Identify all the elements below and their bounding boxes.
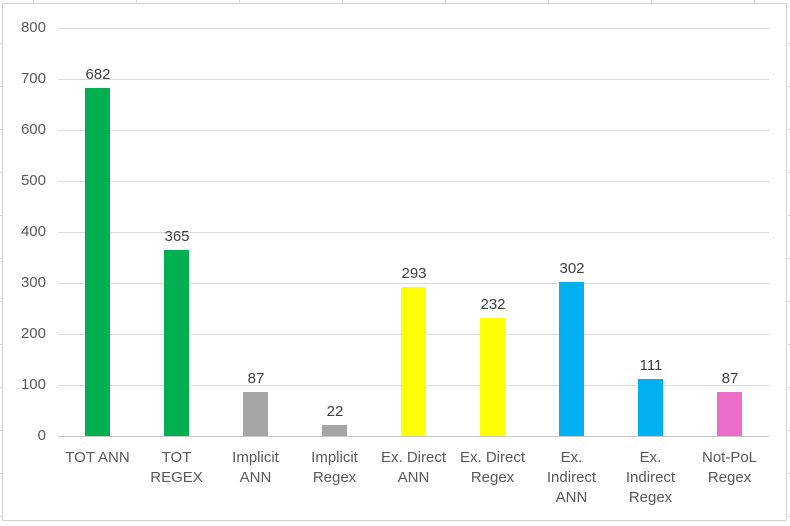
sheet-gridline — [788, 430, 790, 431]
horizontal-gridline — [58, 79, 769, 80]
y-axis-tick-label: 600 — [20, 121, 46, 138]
bar-value-label: 22 — [326, 403, 344, 420]
sheet-gridline — [239, 0, 240, 3]
sheet-gridline — [0, 43, 2, 44]
x-axis-category-label: Ex. Indirect Regex — [611, 448, 690, 508]
bar-chart[interactable]: 0 100 200 300 400 500 600 700 800 682 TOT ANN 365 T… — [2, 3, 787, 521]
y-axis-tick-label: 300 — [20, 274, 46, 291]
x-axis-category-label-line: Indirect — [546, 469, 597, 486]
horizontal-gridline — [58, 181, 769, 182]
x-axis-category-label: Ex. Direct ANN — [374, 448, 453, 488]
y-axis-tick-label: 200 — [20, 325, 46, 342]
x-axis-category-label-line: Ex. — [560, 449, 583, 466]
sheet-gridline — [0, 258, 2, 259]
x-axis-category-label: Not-PoL Regex — [690, 448, 769, 488]
sheet-gridline — [0, 86, 2, 87]
bar-value-label: 87 — [721, 370, 739, 387]
y-axis-tick-label: 500 — [20, 172, 46, 189]
sheet-gridline — [788, 215, 790, 216]
sheet-gridline — [788, 387, 790, 388]
bar-value-label: 293 — [401, 265, 427, 282]
horizontal-gridline — [58, 283, 769, 284]
bar-value-label: 682 — [85, 66, 111, 83]
sheet-gridline — [342, 0, 343, 3]
horizontal-gridline — [58, 130, 769, 131]
sheet-gridline — [0, 129, 2, 130]
x-axis-category-label-line: Ex. — [639, 449, 662, 466]
bar-value-label: 302 — [559, 260, 585, 277]
x-axis-category-label-line: Indirect — [625, 469, 676, 486]
sheet-gridline — [788, 258, 790, 259]
sheet-gridline — [0, 172, 2, 173]
sheet-gridline — [0, 215, 2, 216]
x-axis-category-label: Ex. Direct Regex — [453, 448, 532, 488]
x-axis-category-label: Ex. Indirect ANN — [532, 448, 611, 508]
x-axis-category-label-line: REGEX — [150, 469, 203, 486]
sheet-gridline — [0, 430, 2, 431]
bar-value-label: 87 — [247, 370, 265, 387]
x-axis-category-label-line: Ex. Direct — [459, 449, 525, 466]
sheet-gridline — [136, 0, 137, 3]
sheet-gridline — [0, 301, 2, 302]
sheet-gridline — [0, 387, 2, 388]
y-axis-tick-label: 100 — [20, 376, 46, 393]
bar-tot-ann[interactable] — [85, 88, 110, 436]
x-axis-category-label-line: Not-PoL — [701, 449, 758, 466]
x-axis-category-label-line: Regex — [707, 469, 752, 486]
sheet-gridline — [548, 0, 549, 3]
x-axis-category-label-line: TOT ANN — [65, 449, 130, 466]
bar-implicit-regex[interactable] — [322, 425, 347, 436]
horizontal-gridline — [58, 28, 769, 29]
x-axis-category-label-line: Regex — [312, 469, 357, 486]
x-axis-category-label: TOT REGEX — [137, 448, 216, 488]
sheet-gridline — [788, 301, 790, 302]
x-axis-category-label: TOT ANN — [58, 448, 137, 468]
x-axis-category-label-line: Implicit — [232, 449, 279, 466]
x-axis-category-label-line: Regex — [470, 469, 515, 486]
bar-value-label: 365 — [164, 228, 190, 245]
x-axis-category-label-line: ANN — [239, 469, 272, 486]
y-axis-tick-label: 800 — [20, 19, 46, 36]
x-axis-category-label-line: Regex — [628, 489, 673, 506]
y-axis-tick-label: 400 — [20, 223, 46, 240]
sheet-gridline — [788, 172, 790, 173]
sheet-gridline — [651, 0, 652, 3]
x-axis-line — [58, 436, 769, 437]
x-axis-category-label-line: ANN — [397, 469, 430, 486]
sheet-gridline — [0, 516, 2, 517]
x-axis-category-label-line: Ex. Direct — [380, 449, 446, 466]
sheet-gridline — [33, 0, 34, 3]
x-axis-category-label-line: ANN — [555, 489, 588, 506]
x-axis-category-label: Implicit Regex — [295, 448, 374, 488]
bar-ex-direct-ann[interactable] — [401, 287, 426, 436]
sheet-gridline — [0, 344, 2, 345]
sheet-gridline — [788, 129, 790, 130]
sheet-gridline — [754, 0, 755, 3]
y-axis-tick-label: 0 — [37, 427, 46, 444]
bar-value-label: 232 — [480, 296, 506, 313]
bar-not-pol-regex[interactable] — [717, 392, 742, 436]
y-axis-tick-label: 700 — [20, 70, 46, 87]
bar-implicit-ann[interactable] — [243, 392, 268, 436]
x-axis-category-label-line: TOT — [161, 449, 192, 466]
sheet-gridline — [788, 344, 790, 345]
horizontal-gridline — [58, 232, 769, 233]
bar-ex-indirect-ann[interactable] — [559, 282, 584, 436]
sheet-gridline — [788, 86, 790, 87]
sheet-gridline — [788, 516, 790, 517]
sheet-gridline — [788, 43, 790, 44]
x-axis-category-label: Implicit ANN — [216, 448, 295, 488]
x-axis-category-label-line: Implicit — [311, 449, 358, 466]
sheet-gridline — [788, 473, 790, 474]
sheet-gridline — [445, 0, 446, 3]
bar-value-label: 111 — [639, 357, 663, 374]
bar-ex-indirect-regex[interactable] — [638, 379, 663, 436]
bar-tot-regex[interactable] — [164, 250, 189, 436]
bar-ex-direct-regex[interactable] — [480, 318, 505, 436]
sheet-gridline — [0, 473, 2, 474]
